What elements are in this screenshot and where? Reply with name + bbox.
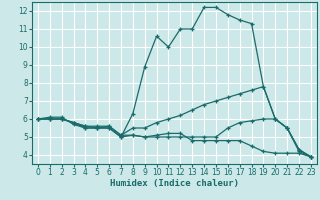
X-axis label: Humidex (Indice chaleur): Humidex (Indice chaleur) bbox=[110, 179, 239, 188]
